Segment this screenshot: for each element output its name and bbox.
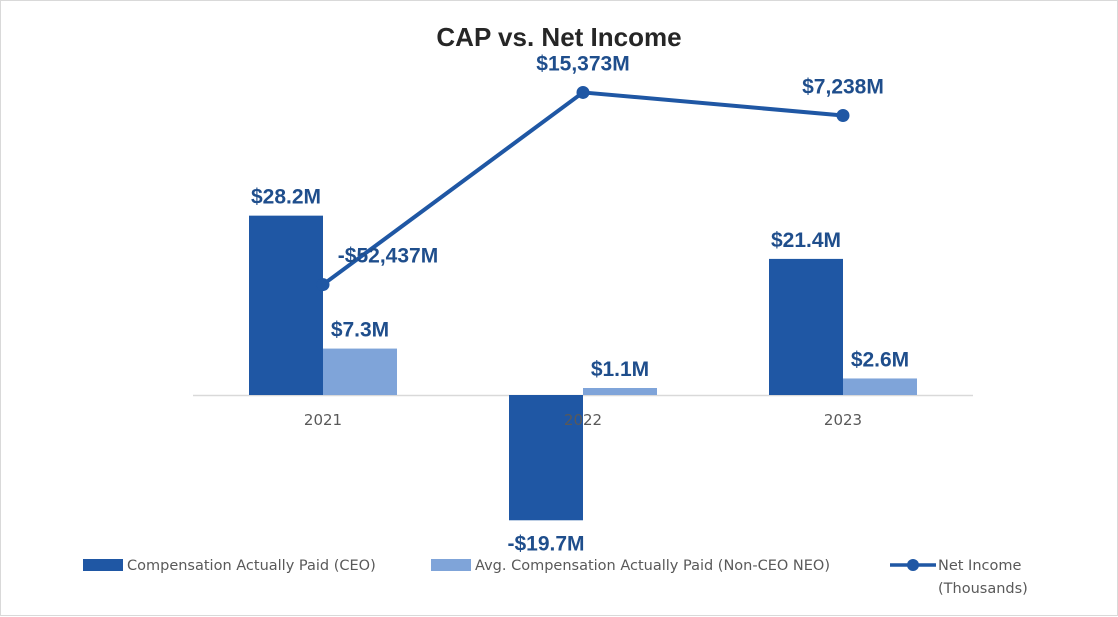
bar-ceo-2021 (249, 215, 323, 395)
data-label-ceo-2021: $28.2M (251, 186, 321, 209)
data-label-net-income-2022: $15,373M (536, 52, 629, 75)
data-label-net-income-2021: -$52,437M (338, 245, 438, 268)
legend-swatch-ceo (83, 559, 123, 571)
bar-ceo-2023 (769, 258, 843, 395)
x-tick-label-2021: 2021 (304, 411, 342, 429)
legend-label-net-income-line1: Net Income (938, 558, 1021, 574)
bar-neo-2023 (843, 378, 917, 395)
net-income-point-2021 (316, 278, 330, 292)
legend-label-neo: Avg. Compensation Actually Paid (Non-CEO… (475, 558, 830, 574)
data-label-neo-2021: $7.3M (331, 319, 389, 342)
net-income-point-2023 (836, 108, 850, 122)
bar-neo-2022 (583, 388, 657, 395)
net-income-point-2022 (576, 85, 590, 99)
data-label-ceo-2023: $21.4M (771, 229, 841, 252)
data-label-neo-2022: $1.1M (591, 358, 649, 381)
legend-swatch-neo (431, 559, 471, 571)
legend-label-net-income-line2: (Thousands) (938, 581, 1028, 597)
chart-title: CAP vs. Net Income (436, 22, 681, 52)
x-tick-label-2023: 2023 (824, 411, 862, 429)
bar-neo-2021 (323, 348, 397, 395)
data-label-neo-2023: $2.6M (851, 348, 909, 371)
legend: Compensation Actually Paid (CEO) Avg. Co… (83, 558, 1028, 597)
legend-label-ceo: Compensation Actually Paid (CEO) (127, 558, 376, 574)
bar-ceo-2022 (509, 395, 583, 521)
legend-swatch-net-income-marker (907, 559, 919, 571)
data-label-net-income-2023: $7,238M (802, 75, 884, 98)
data-label-ceo-2022: -$19.7M (507, 532, 584, 555)
x-tick-label-2022: 2022 (564, 411, 602, 429)
